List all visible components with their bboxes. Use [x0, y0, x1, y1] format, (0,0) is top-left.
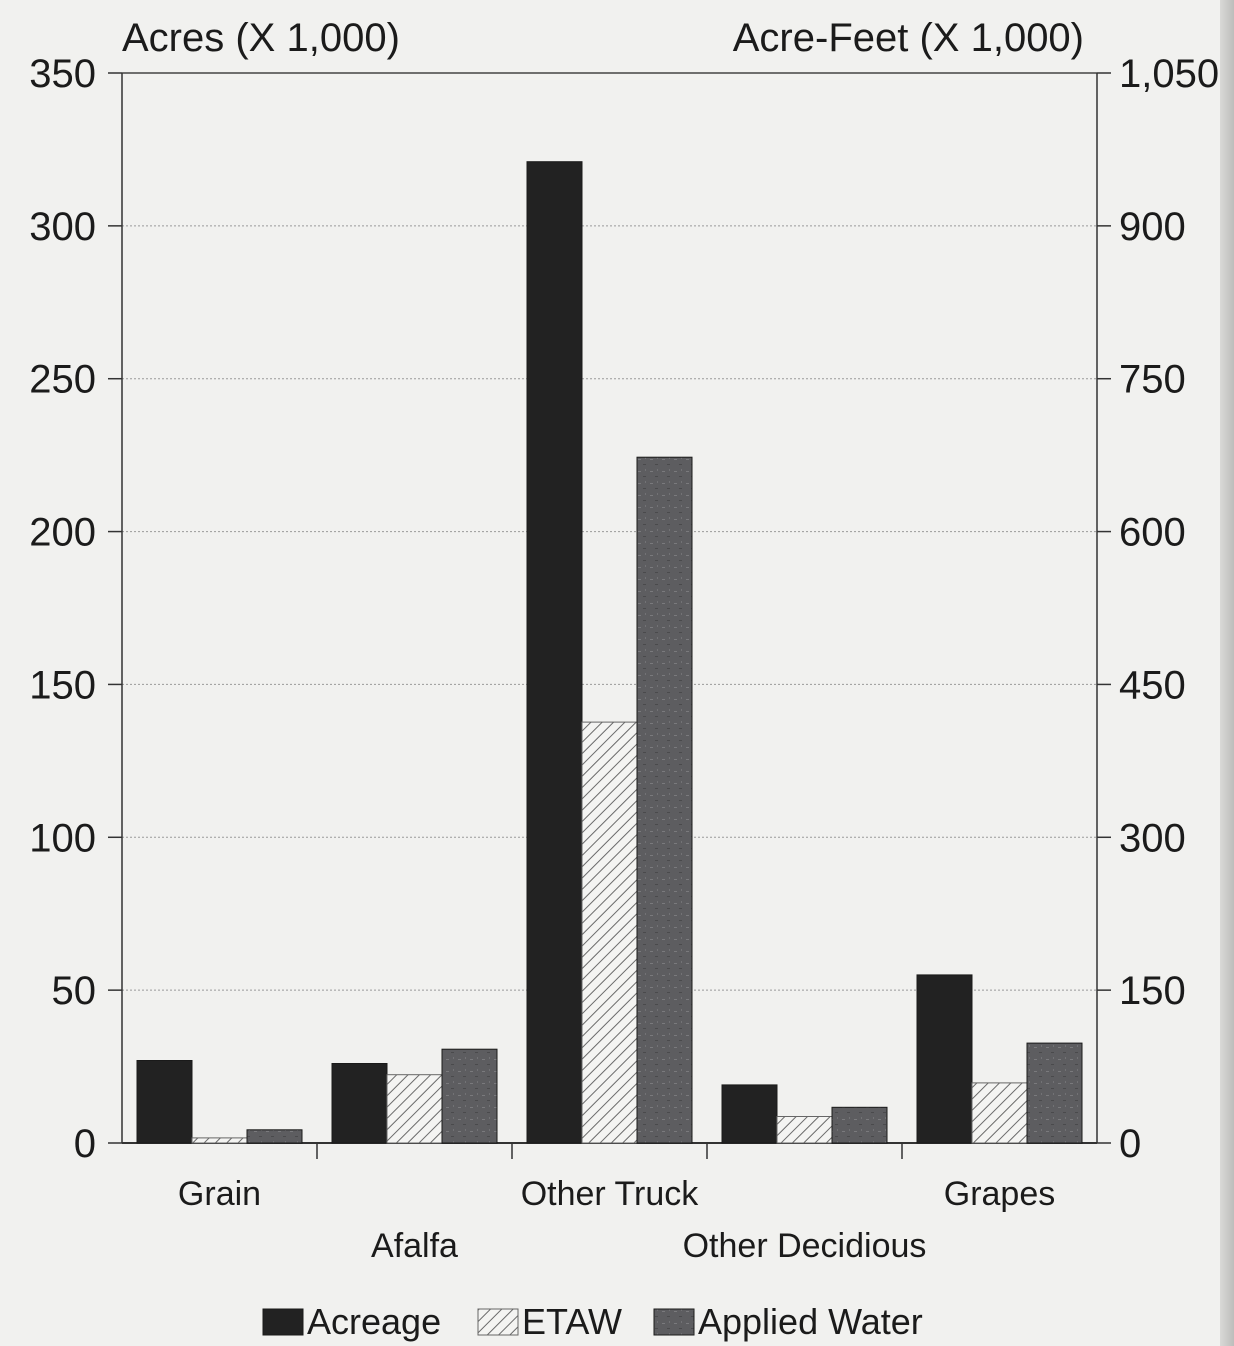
- bar-acreage-grapes: [916, 974, 973, 1144]
- bar-etaw-afalfa: [386, 1074, 443, 1144]
- bars: [136, 161, 1083, 1144]
- category-axis: Grain Afalfa Other Truck Other Decidious Gra…: [178, 1143, 1055, 1265]
- left-axis: 0 50 100 150 200 250 300 350: [29, 52, 122, 1166]
- bar-acreage-afalfa: [331, 1063, 388, 1144]
- bar-etaw-other-decidious: [776, 1116, 833, 1144]
- left-tick-label: 200: [29, 511, 96, 555]
- legend-label-applied-water: Applied Water: [698, 1301, 923, 1342]
- category-label-other-decidious: Other Decidious: [683, 1227, 927, 1265]
- legend: Acreage ETAW Applied Water: [262, 1301, 923, 1342]
- right-tick-label: 0: [1119, 1122, 1141, 1166]
- legend-swatch-etaw: [477, 1308, 519, 1336]
- bar-acreage-other-decidious: [721, 1084, 778, 1144]
- right-axis-title: Acre-Feet (X 1,000): [733, 16, 1084, 60]
- bar-etaw-grain: [191, 1137, 248, 1144]
- legend-swatch-acreage: [262, 1308, 304, 1336]
- bar-applied-water-other-truck: [636, 456, 693, 1144]
- bar-acreage-grain: [136, 1060, 193, 1144]
- category-label-grapes: Grapes: [944, 1175, 1056, 1213]
- left-tick-label: 250: [29, 358, 96, 402]
- right-tick-label: 750: [1119, 358, 1186, 402]
- left-tick-label: 350: [29, 52, 96, 96]
- bar-applied-water-grain: [246, 1129, 303, 1144]
- right-tick-label: 1,050: [1119, 52, 1219, 96]
- left-tick-label: 100: [29, 816, 96, 860]
- bar-etaw-grapes: [971, 1082, 1028, 1144]
- legend-swatch-applied-water: [653, 1308, 695, 1336]
- left-tick-label: 300: [29, 205, 96, 249]
- bar-applied-water-afalfa: [441, 1048, 498, 1144]
- right-tick-label: 900: [1119, 205, 1186, 249]
- category-label-other-truck: Other Truck: [521, 1175, 700, 1213]
- left-axis-title: Acres (X 1,000): [122, 16, 400, 60]
- legend-label-etaw: ETAW: [522, 1301, 622, 1342]
- category-label-afalfa: Afalfa: [371, 1227, 458, 1265]
- left-tick-label: 150: [29, 663, 96, 707]
- left-tick-label: 50: [52, 969, 97, 1013]
- category-label-grain: Grain: [178, 1175, 261, 1213]
- left-tick-label: 0: [74, 1122, 96, 1166]
- right-axis: 0 150 300 450 600 750 900 1,050: [1097, 52, 1219, 1166]
- bar-acreage-other-truck: [526, 161, 583, 1144]
- right-tick-label: 150: [1119, 969, 1186, 1013]
- right-tick-label: 450: [1119, 663, 1186, 707]
- page-edge: [1220, 0, 1234, 1346]
- bar-etaw-other-truck: [581, 721, 638, 1144]
- right-tick-label: 300: [1119, 816, 1186, 860]
- bar-applied-water-other-decidious: [831, 1106, 888, 1144]
- legend-label-acreage: Acreage: [307, 1301, 441, 1342]
- bar-applied-water-grapes: [1026, 1042, 1083, 1144]
- right-tick-label: 600: [1119, 511, 1186, 555]
